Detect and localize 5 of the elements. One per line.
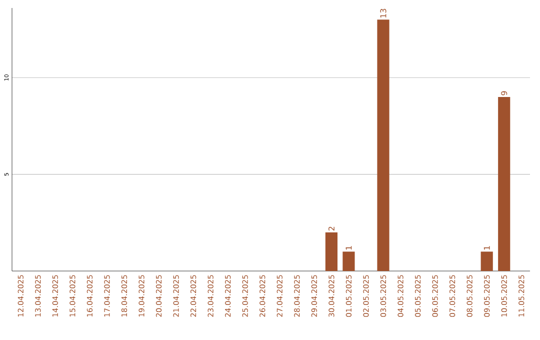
- bar: [377, 20, 390, 271]
- bar: [325, 232, 338, 271]
- bar: [498, 96, 510, 271]
- bar: [480, 252, 493, 271]
- bar: [342, 252, 355, 271]
